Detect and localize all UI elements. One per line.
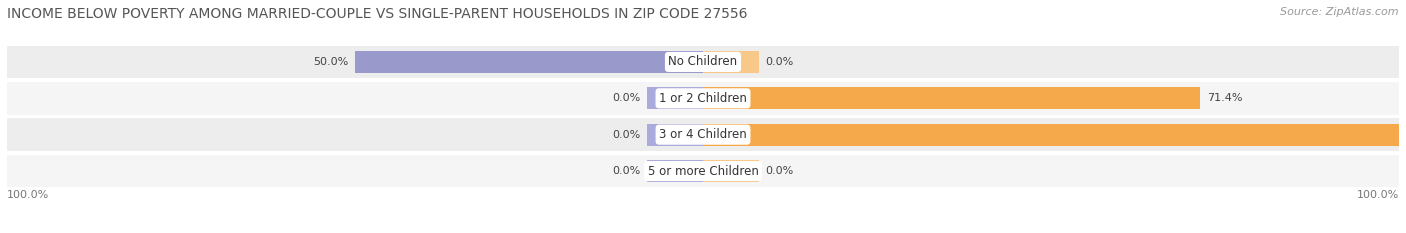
Bar <box>647 51 703 73</box>
Bar <box>7 46 1399 78</box>
Text: 1 or 2 Children: 1 or 2 Children <box>659 92 747 105</box>
Bar <box>647 160 703 182</box>
Bar <box>703 124 1399 146</box>
Text: 5 or more Children: 5 or more Children <box>648 164 758 178</box>
Text: INCOME BELOW POVERTY AMONG MARRIED-COUPLE VS SINGLE-PARENT HOUSEHOLDS IN ZIP COD: INCOME BELOW POVERTY AMONG MARRIED-COUPL… <box>7 7 748 21</box>
Text: No Children: No Children <box>668 55 738 69</box>
Bar <box>7 155 1399 187</box>
Text: 100.0%: 100.0% <box>7 190 49 200</box>
Text: 0.0%: 0.0% <box>612 166 640 176</box>
Bar <box>647 124 703 146</box>
Bar <box>647 87 703 109</box>
Bar <box>703 160 759 182</box>
Bar <box>7 82 1399 115</box>
Text: Source: ZipAtlas.com: Source: ZipAtlas.com <box>1281 7 1399 17</box>
Text: 0.0%: 0.0% <box>766 57 794 67</box>
Bar <box>703 124 759 146</box>
Text: 71.4%: 71.4% <box>1206 93 1243 103</box>
Text: 100.0%: 100.0% <box>1357 190 1399 200</box>
Bar <box>354 51 703 73</box>
Bar <box>703 87 759 109</box>
Bar <box>703 51 759 73</box>
Text: 3 or 4 Children: 3 or 4 Children <box>659 128 747 141</box>
Text: 0.0%: 0.0% <box>612 130 640 140</box>
Text: 50.0%: 50.0% <box>312 57 349 67</box>
Bar <box>703 87 1199 109</box>
Text: 0.0%: 0.0% <box>612 93 640 103</box>
Text: 0.0%: 0.0% <box>766 166 794 176</box>
Bar <box>7 118 1399 151</box>
